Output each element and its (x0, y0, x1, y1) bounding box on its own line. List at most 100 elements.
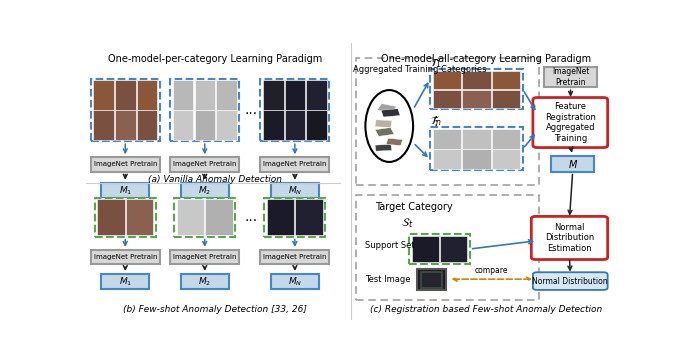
Bar (216, 80, 237, 110)
Text: (c) Registration based Few-shot Anomaly Detection: (c) Registration based Few-shot Anomaly … (369, 304, 602, 313)
Bar (381, 109, 400, 117)
Bar (377, 104, 397, 113)
Bar (265, 198, 326, 237)
Bar (285, 80, 305, 110)
Text: (b) Few-shot Anomaly Detection [33, 26]: (b) Few-shot Anomaly Detection [33, 26] (123, 304, 307, 313)
Text: ImageNet Pretrain: ImageNet Pretrain (173, 162, 237, 167)
Text: $\mathcal{T}_n$: $\mathcal{T}_n$ (430, 115, 443, 128)
Bar (356, 58, 539, 186)
Bar (194, 80, 215, 110)
Bar (306, 110, 327, 140)
Text: ImageNet Pretrain: ImageNet Pretrain (94, 162, 157, 167)
Bar (386, 138, 403, 146)
Bar (375, 144, 392, 151)
Ellipse shape (365, 90, 413, 162)
Bar (261, 79, 330, 141)
Bar (492, 149, 520, 169)
Bar (306, 80, 327, 110)
Text: $M_N$: $M_N$ (288, 275, 302, 288)
Bar (181, 274, 228, 289)
Bar (375, 120, 392, 127)
Bar (544, 66, 597, 87)
Bar (126, 199, 153, 235)
Bar (216, 110, 237, 140)
Text: Feature
Registration
Aggregated
Training: Feature Registration Aggregated Training (545, 102, 596, 143)
Bar (263, 80, 284, 110)
FancyBboxPatch shape (531, 216, 607, 260)
Bar (492, 129, 520, 149)
Text: ImageNet Pretrain: ImageNet Pretrain (263, 162, 327, 167)
Bar (115, 110, 135, 140)
Text: $\mathcal{T}_1$: $\mathcal{T}_1$ (430, 56, 442, 70)
Bar (91, 250, 159, 264)
Text: $M_1$: $M_1$ (118, 275, 132, 288)
Bar (205, 199, 233, 235)
Bar (170, 157, 239, 172)
Bar (91, 79, 159, 141)
Bar (95, 198, 156, 237)
Text: $M_1$: $M_1$ (118, 184, 132, 196)
FancyBboxPatch shape (533, 272, 607, 290)
Bar (430, 69, 523, 109)
Bar (295, 199, 323, 235)
Bar (181, 183, 228, 198)
Bar (433, 71, 461, 89)
Bar (412, 236, 439, 262)
Bar (271, 274, 319, 289)
Text: Support Set: Support Set (365, 241, 415, 250)
Bar (356, 195, 539, 300)
Bar (440, 236, 467, 262)
Text: $M_2$: $M_2$ (198, 184, 211, 196)
Text: $\mathcal{S}_t$: $\mathcal{S}_t$ (401, 216, 413, 230)
Text: (a) Vanilla Anomaly Detection: (a) Vanilla Anomaly Detection (148, 176, 282, 185)
Bar (285, 110, 305, 140)
Text: ImageNet Pretrain: ImageNet Pretrain (94, 254, 157, 260)
Bar (462, 71, 490, 89)
Bar (115, 80, 135, 110)
Bar (492, 71, 520, 89)
Text: Aggregated Training Categories: Aggregated Training Categories (353, 65, 486, 74)
Text: One-model-per-category Learning Paradigm: One-model-per-category Learning Paradigm (108, 53, 322, 64)
Bar (433, 149, 461, 169)
Bar (261, 157, 330, 172)
Text: ImageNet
Pretrain: ImageNet Pretrain (552, 67, 589, 87)
Text: Test Image: Test Image (365, 275, 411, 284)
Text: ...: ... (244, 103, 257, 117)
FancyBboxPatch shape (533, 98, 607, 148)
Text: compare: compare (475, 266, 509, 275)
Bar (137, 110, 157, 140)
Bar (91, 157, 159, 172)
Bar (137, 80, 157, 110)
Bar (271, 183, 319, 198)
Bar (170, 79, 239, 141)
Bar (97, 199, 124, 235)
Text: Normal Distribution: Normal Distribution (532, 276, 608, 286)
Text: ImageNet Pretrain: ImageNet Pretrain (173, 254, 237, 260)
Bar (551, 155, 594, 172)
Bar (263, 110, 284, 140)
Bar (409, 234, 470, 264)
Text: One-model-all-category Learning Paradigm: One-model-all-category Learning Paradigm (381, 53, 591, 64)
Bar (462, 129, 490, 149)
Bar (170, 250, 239, 264)
Bar (177, 199, 205, 235)
Bar (173, 110, 194, 140)
Bar (433, 90, 461, 108)
Bar (433, 129, 461, 149)
Text: ...: ... (244, 210, 257, 224)
Bar (417, 270, 446, 290)
Bar (94, 80, 114, 110)
Bar (174, 198, 235, 237)
Text: ⋮: ⋮ (429, 115, 442, 129)
Bar (376, 127, 394, 136)
Bar (101, 183, 149, 198)
Text: Target Category: Target Category (376, 202, 453, 212)
Bar (492, 90, 520, 108)
Text: $M_2$: $M_2$ (198, 275, 211, 288)
Bar (421, 272, 443, 288)
Bar (462, 149, 490, 169)
Text: ImageNet Pretrain: ImageNet Pretrain (263, 254, 327, 260)
Bar (194, 110, 215, 140)
Text: $M_N$: $M_N$ (288, 184, 302, 196)
Bar (101, 274, 149, 289)
